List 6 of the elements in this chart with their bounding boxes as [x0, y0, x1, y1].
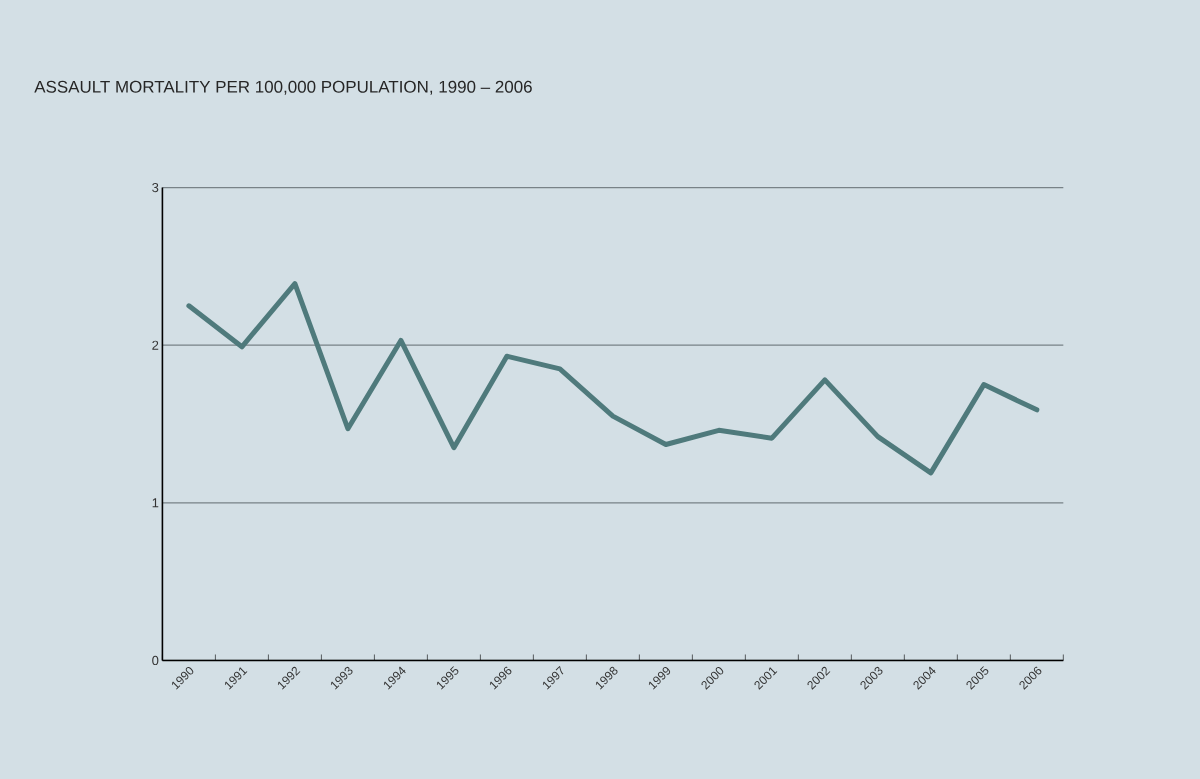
- y-tick-label: 2: [152, 340, 159, 350]
- y-tick-label: 0: [152, 655, 159, 665]
- chart-title: ASSAULT MORTALITY PER 100,000 POPULATION, 1990 – 2006: [34, 80, 532, 95]
- line-series: [186, 281, 1040, 476]
- y-tick-label: 1: [152, 498, 159, 508]
- y-tick-label: 3: [152, 182, 159, 193]
